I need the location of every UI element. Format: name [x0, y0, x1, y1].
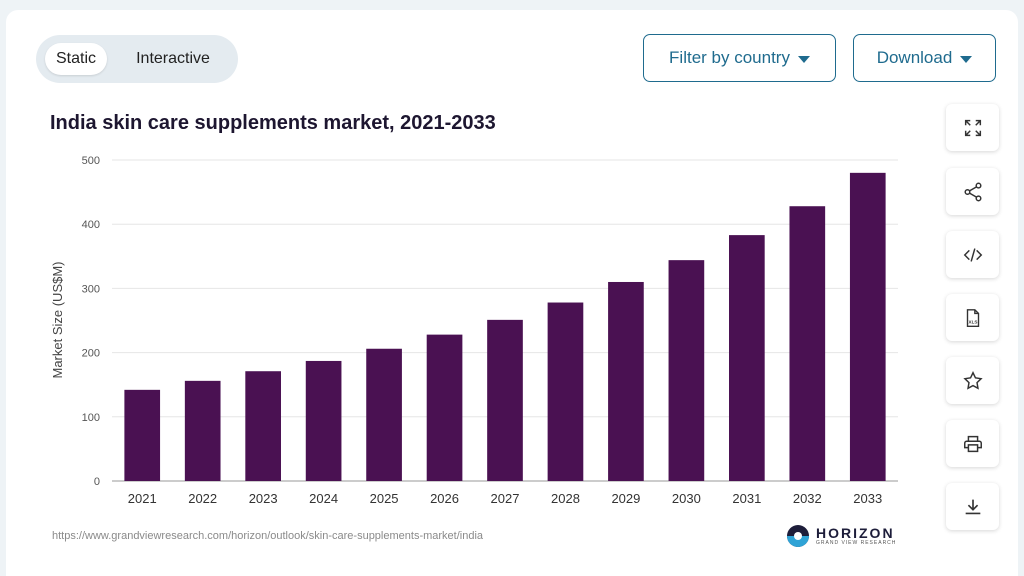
bar-2029[interactable]: [608, 281, 644, 481]
print-button[interactable]: [946, 420, 999, 467]
x-tick-label: 2030: [672, 491, 701, 506]
x-tick-label: 2023: [249, 491, 278, 506]
horizon-logo: HORIZON GRAND VIEW RESEARCH: [786, 524, 896, 548]
download-dropdown-button[interactable]: Download: [853, 34, 996, 82]
bar-2027[interactable]: [487, 319, 523, 481]
x-tick-label: 2026: [430, 491, 459, 506]
x-tick-label: 2033: [853, 491, 882, 506]
bar-2030[interactable]: [668, 260, 705, 481]
logo-subtext: GRAND VIEW RESEARCH: [816, 539, 897, 546]
x-tick-label: 2024: [309, 491, 338, 506]
chart-title: India skin care supplements market, 2021…: [50, 112, 496, 134]
filter-by-country-label: Filter by country: [669, 48, 790, 67]
bar-2021[interactable]: [124, 389, 161, 481]
horizon-logo-icon: [787, 525, 809, 547]
y-tick-label: 300: [82, 283, 100, 295]
expand-icon: [964, 119, 981, 136]
caret-down-icon: [960, 55, 973, 63]
y-axis-label: Market Size (US$M): [50, 261, 65, 378]
y-tick-label: 500: [82, 155, 100, 167]
view-toggle: Static Interactive: [36, 35, 238, 83]
embed-button[interactable]: [946, 231, 999, 278]
print-icon: [963, 435, 982, 452]
bar-2024[interactable]: [305, 360, 342, 481]
svg-text:XLS: XLS: [968, 319, 977, 324]
share-button[interactable]: [946, 168, 999, 215]
x-tick-label: 2031: [732, 491, 761, 506]
static-toggle-option[interactable]: Static: [45, 43, 107, 75]
bar-2026[interactable]: [426, 334, 463, 481]
embed-code-icon: [963, 247, 982, 262]
bar-chart: 0 100 200 300 400 500 2021 2022 2023 2024 2025 202…: [50, 155, 898, 506]
y-tick-label: 0: [94, 476, 100, 488]
bar-2025[interactable]: [366, 348, 402, 481]
xls-export-button[interactable]: XLS: [946, 294, 999, 341]
xls-icon: XLS: [966, 308, 979, 327]
x-tick-label: 2021: [128, 491, 157, 506]
bar-2032[interactable]: [789, 206, 826, 481]
x-tick-label: 2025: [370, 491, 399, 506]
interactive-toggle-option[interactable]: Interactive: [136, 50, 210, 67]
bar-2023[interactable]: [245, 371, 281, 481]
bar-2028[interactable]: [547, 302, 584, 481]
y-tick-label: 200: [82, 348, 100, 360]
download-button[interactable]: [946, 483, 999, 530]
x-tick-label: 2029: [611, 491, 640, 506]
x-tick-label: 2027: [491, 491, 520, 506]
x-tick-label: 2032: [793, 491, 822, 506]
filter-by-country-button[interactable]: Filter by country: [643, 34, 836, 82]
favorite-button[interactable]: [946, 357, 999, 404]
expand-button[interactable]: [946, 104, 999, 151]
caret-down-icon: [797, 55, 810, 63]
share-icon: [963, 182, 982, 201]
download-label: Download: [876, 48, 953, 67]
bar-2033[interactable]: [849, 172, 886, 481]
y-tick-label: 100: [82, 412, 100, 424]
bar-2031[interactable]: [729, 235, 765, 481]
star-icon: [962, 370, 983, 390]
chart-card: [6, 10, 1018, 576]
bar-2022[interactable]: [184, 380, 221, 481]
x-tick-label: 2028: [551, 491, 580, 506]
logo-text: HORIZON: [816, 524, 895, 541]
x-tick-label: 2022: [188, 491, 217, 506]
y-tick-label: 400: [82, 219, 100, 231]
download-icon: [965, 499, 980, 514]
source-url: https://www.grandviewresearch.com/horizo…: [52, 530, 484, 542]
